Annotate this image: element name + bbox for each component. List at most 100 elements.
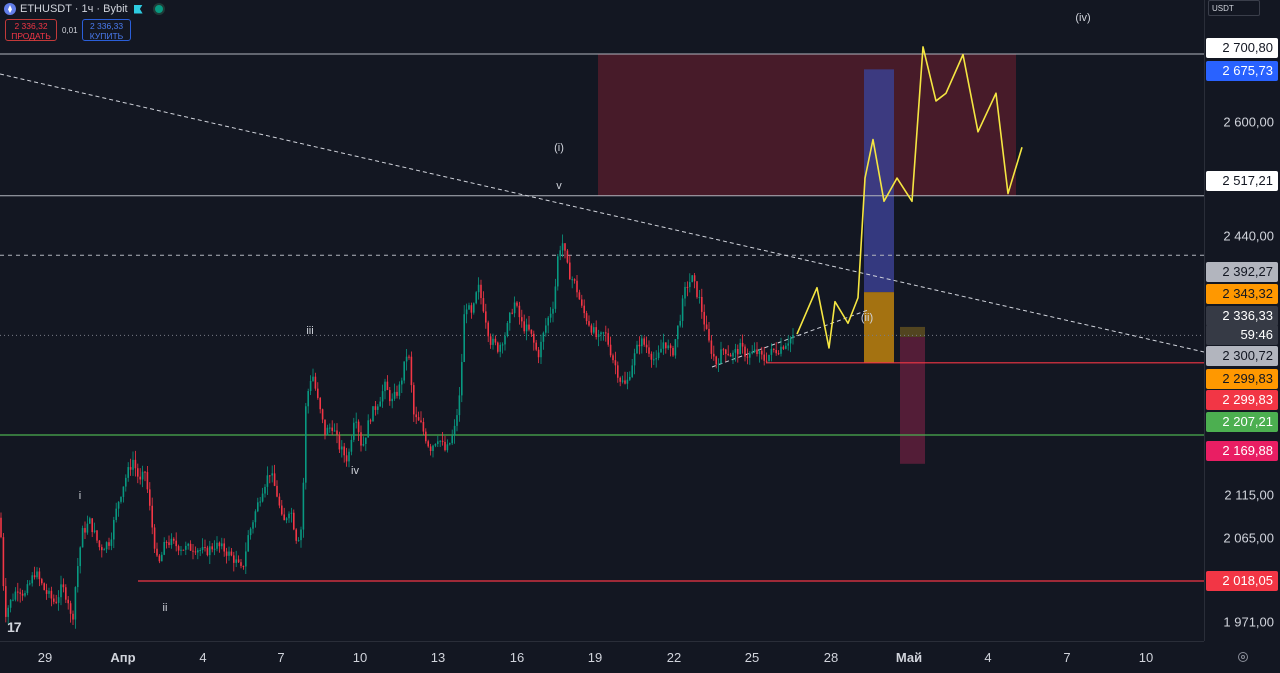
- symbol-header[interactable]: ETHUSDT · 1ч · Bybit: [4, 2, 165, 16]
- candle: [432, 444, 434, 458]
- candle: [499, 342, 501, 358]
- candle: [677, 325, 679, 348]
- time-tick-label: 4: [984, 650, 992, 665]
- candle: [199, 547, 201, 557]
- candle: [744, 344, 746, 362]
- candle: [629, 371, 631, 382]
- candle: [631, 359, 633, 379]
- candle: [732, 350, 734, 364]
- candle: [420, 411, 422, 424]
- candle: [288, 511, 290, 523]
- candle: [441, 431, 444, 446]
- candle: [38, 567, 41, 587]
- candle: [321, 408, 324, 424]
- candle: [271, 465, 273, 483]
- candle: [77, 557, 79, 593]
- candle: [506, 321, 509, 338]
- candle: [302, 477, 305, 538]
- candle: [561, 234, 564, 258]
- settings-gear-icon[interactable]: [1238, 652, 1248, 662]
- currency-selector[interactable]: USDT: [1208, 0, 1260, 16]
- price-label-level-2300: 2 300,72: [1206, 346, 1278, 366]
- candle: [708, 322, 710, 343]
- candle: [31, 572, 33, 587]
- candle: [393, 383, 396, 401]
- candle: [691, 274, 693, 283]
- candle: [725, 348, 727, 362]
- candle: [729, 352, 732, 357]
- candle: [482, 291, 485, 313]
- time-tick-label: 13: [430, 650, 446, 665]
- candle: [545, 318, 547, 337]
- candle: [348, 448, 350, 468]
- price-label-level-2675: 2 675,73: [1206, 61, 1278, 81]
- candle: [105, 541, 108, 554]
- price-label-last-price: 2 336,33: [1206, 306, 1278, 326]
- candle: [290, 507, 293, 523]
- candle: [146, 466, 149, 493]
- buy-button[interactable]: 2 336,33 КУПИТЬ: [82, 19, 131, 41]
- time-scale[interactable]: [0, 641, 1204, 673]
- candle: [62, 578, 65, 593]
- candle: [470, 302, 473, 319]
- price-label-level-2169: 2 169,88: [1206, 441, 1278, 461]
- candle: [415, 406, 417, 425]
- flag-icon[interactable]: [133, 4, 143, 14]
- candle: [319, 396, 321, 414]
- candle: [161, 551, 163, 562]
- candle: [285, 517, 288, 524]
- candle: [113, 516, 115, 549]
- candle: [170, 533, 173, 549]
- candlestick-series: [0, 234, 794, 629]
- candle: [588, 315, 590, 327]
- wave-label: iii: [306, 325, 314, 337]
- candle: [338, 431, 341, 454]
- candle: [437, 435, 439, 447]
- candle: [720, 341, 722, 365]
- price-chart[interactable]: [0, 0, 1204, 641]
- candle: [266, 466, 269, 496]
- candle: [585, 310, 588, 325]
- wave-label: v: [556, 180, 562, 192]
- candle: [153, 524, 156, 554]
- candle: [206, 545, 209, 557]
- candle: [521, 309, 523, 328]
- candle: [619, 376, 621, 387]
- candle: [775, 342, 777, 356]
- candle: [672, 345, 674, 357]
- candle: [777, 350, 780, 356]
- candle: [597, 329, 600, 347]
- eth-coin-icon: [4, 3, 16, 15]
- candle: [758, 348, 761, 363]
- candle: [89, 516, 91, 524]
- candle: [417, 411, 420, 421]
- candle: [557, 253, 559, 291]
- candle: [679, 314, 681, 328]
- candle: [602, 331, 605, 341]
- candle: [367, 414, 369, 438]
- candle: [120, 496, 122, 504]
- time-tick-label: Май: [895, 650, 923, 665]
- candle: [72, 610, 74, 625]
- candle: [12, 593, 14, 602]
- candle: [624, 371, 626, 385]
- candle: [333, 423, 336, 432]
- candle: [792, 328, 794, 345]
- candle: [607, 328, 609, 347]
- candle: [717, 358, 720, 372]
- sell-button[interactable]: 2 336,32 ПРОДАТЬ: [5, 19, 57, 41]
- candle: [151, 497, 153, 535]
- candle: [746, 348, 749, 365]
- short-position-stop-box: [900, 326, 925, 337]
- candle: [187, 542, 189, 550]
- candle: [461, 353, 463, 403]
- price-tick-label: 2 065,00: [1223, 530, 1274, 546]
- candle: [405, 349, 408, 371]
- candle: [237, 555, 240, 564]
- candle: [2, 533, 5, 591]
- candle: [48, 587, 50, 598]
- candle: [669, 343, 672, 357]
- candle: [722, 347, 725, 356]
- candle: [473, 302, 475, 315]
- time-tick-label: 29: [37, 650, 53, 665]
